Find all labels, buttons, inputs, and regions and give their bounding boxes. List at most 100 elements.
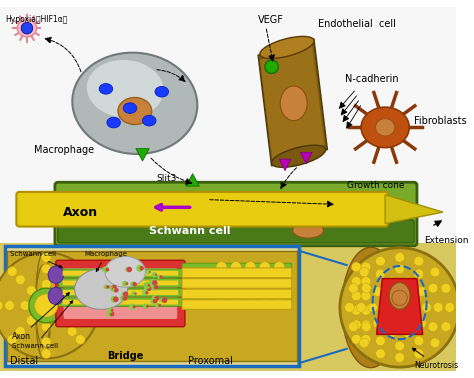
Circle shape	[154, 285, 158, 289]
FancyBboxPatch shape	[182, 295, 292, 303]
Circle shape	[155, 299, 158, 302]
Circle shape	[260, 291, 270, 301]
Circle shape	[352, 277, 361, 286]
Circle shape	[112, 287, 117, 291]
Text: Schwann cell: Schwann cell	[149, 226, 231, 236]
Circle shape	[75, 335, 85, 344]
Circle shape	[445, 303, 455, 312]
FancyBboxPatch shape	[5, 246, 299, 366]
Circle shape	[352, 305, 361, 315]
Text: Proxomal: Proxomal	[188, 356, 233, 366]
Circle shape	[122, 296, 128, 301]
Circle shape	[114, 288, 118, 293]
Bar	[0, 243, 456, 371]
Circle shape	[20, 301, 30, 310]
Circle shape	[0, 301, 3, 310]
Circle shape	[395, 253, 404, 262]
Circle shape	[414, 256, 424, 266]
Circle shape	[231, 262, 241, 272]
Circle shape	[121, 292, 126, 296]
Circle shape	[265, 60, 278, 73]
Circle shape	[152, 280, 157, 285]
Text: Slit3: Slit3	[156, 174, 176, 183]
FancyBboxPatch shape	[59, 279, 182, 287]
Ellipse shape	[143, 115, 156, 126]
Circle shape	[21, 22, 33, 34]
Circle shape	[414, 336, 424, 345]
Circle shape	[245, 291, 255, 301]
Circle shape	[430, 338, 440, 348]
Circle shape	[104, 285, 109, 289]
Circle shape	[428, 284, 438, 293]
Circle shape	[441, 284, 451, 293]
Text: Extension: Extension	[424, 235, 468, 245]
Ellipse shape	[36, 253, 51, 358]
FancyBboxPatch shape	[17, 192, 388, 226]
Circle shape	[106, 285, 109, 289]
Text: Neurotrosis: Neurotrosis	[412, 348, 458, 370]
Circle shape	[8, 335, 17, 344]
Circle shape	[155, 303, 160, 308]
Circle shape	[373, 319, 383, 328]
Circle shape	[359, 267, 369, 277]
Ellipse shape	[155, 87, 169, 97]
Ellipse shape	[123, 103, 137, 113]
Circle shape	[133, 305, 136, 308]
Circle shape	[231, 291, 241, 301]
Circle shape	[143, 282, 150, 289]
FancyBboxPatch shape	[63, 271, 178, 276]
Circle shape	[109, 285, 115, 290]
Ellipse shape	[280, 86, 307, 121]
Circle shape	[146, 270, 150, 274]
Text: Schwann cell: Schwann cell	[9, 251, 62, 268]
Ellipse shape	[74, 269, 128, 309]
Circle shape	[395, 353, 404, 363]
Text: VEGF: VEGF	[258, 15, 284, 25]
Circle shape	[260, 276, 270, 287]
Circle shape	[392, 290, 407, 305]
Circle shape	[112, 288, 117, 292]
FancyBboxPatch shape	[59, 298, 182, 307]
Polygon shape	[136, 149, 149, 161]
Circle shape	[162, 297, 167, 303]
FancyBboxPatch shape	[58, 220, 414, 243]
Circle shape	[352, 291, 361, 301]
Circle shape	[362, 322, 371, 332]
Text: Schwann cell: Schwann cell	[11, 301, 73, 349]
Bar	[0, 7, 456, 243]
Ellipse shape	[36, 265, 51, 346]
FancyBboxPatch shape	[63, 290, 178, 295]
Ellipse shape	[105, 256, 146, 287]
Circle shape	[149, 271, 151, 273]
Text: Macrophage: Macrophage	[34, 144, 94, 155]
Circle shape	[361, 262, 371, 272]
Circle shape	[361, 335, 371, 344]
Circle shape	[361, 305, 371, 315]
FancyBboxPatch shape	[63, 280, 178, 285]
Circle shape	[348, 284, 358, 293]
Circle shape	[160, 297, 165, 302]
Circle shape	[153, 299, 157, 303]
Circle shape	[146, 305, 149, 308]
Ellipse shape	[107, 117, 120, 128]
Circle shape	[63, 301, 72, 310]
Circle shape	[150, 298, 155, 304]
Circle shape	[216, 262, 227, 272]
Ellipse shape	[18, 20, 36, 37]
Circle shape	[130, 282, 135, 287]
Circle shape	[155, 274, 157, 276]
Circle shape	[5, 301, 14, 310]
Circle shape	[27, 316, 36, 325]
Circle shape	[403, 277, 413, 287]
Circle shape	[348, 322, 358, 332]
Circle shape	[125, 267, 129, 272]
Circle shape	[441, 322, 451, 332]
Circle shape	[274, 291, 284, 301]
Circle shape	[159, 275, 163, 278]
FancyBboxPatch shape	[59, 288, 182, 297]
Circle shape	[340, 248, 459, 367]
Ellipse shape	[48, 266, 64, 284]
Circle shape	[110, 287, 115, 291]
Circle shape	[216, 291, 227, 301]
Circle shape	[8, 266, 17, 276]
